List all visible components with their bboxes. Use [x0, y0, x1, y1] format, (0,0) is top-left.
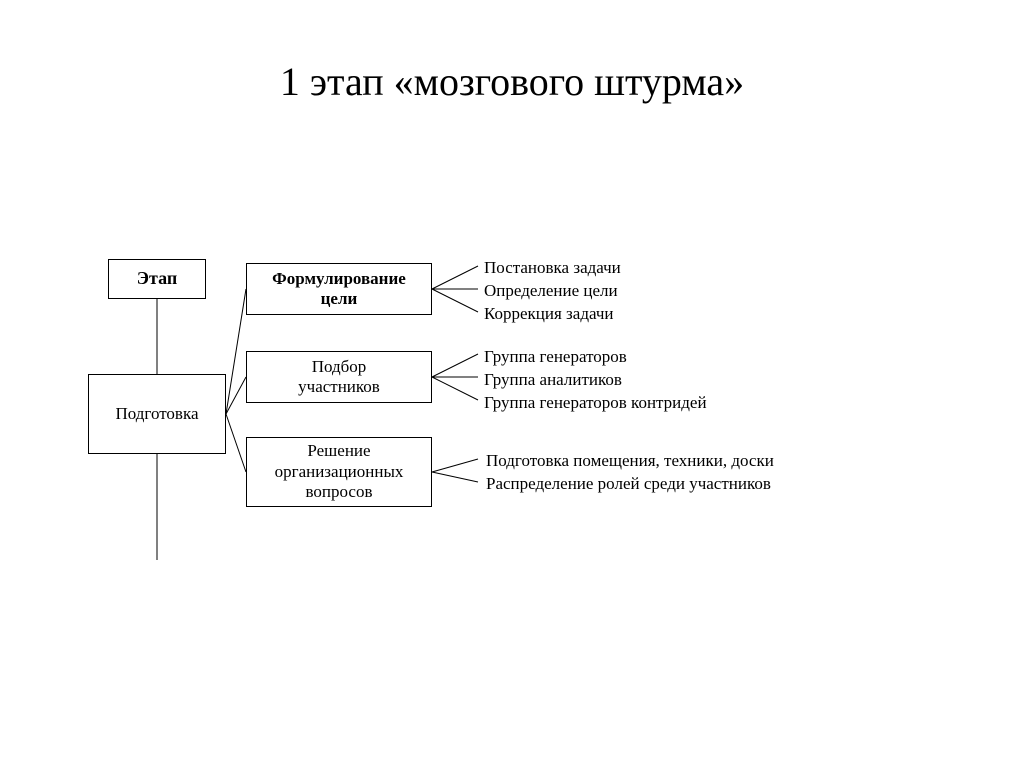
node-prep: Подготовка — [88, 374, 226, 454]
node-stage-label: Этап — [137, 268, 177, 290]
detail-line: Распределение ролей среди участников — [486, 473, 774, 496]
detail-line: Группа аналитиков — [484, 369, 707, 392]
detail-line: Определение цели — [484, 280, 621, 303]
page-title: 1 этап «мозгового штурма» — [0, 58, 1024, 105]
detail-line: Коррекция задачи — [484, 303, 621, 326]
node-org-label: Решениеорганизационныхвопросов — [275, 441, 404, 502]
details-select: Группа генераторов Группа аналитиков Гру… — [484, 346, 707, 415]
node-goal: Формулированиецели — [246, 263, 432, 315]
detail-line: Подготовка помещения, техники, доски — [486, 450, 774, 473]
details-goal: Постановка задачи Определение цели Корре… — [484, 257, 621, 326]
detail-line: Группа генераторов — [484, 346, 707, 369]
detail-line: Постановка задачи — [484, 257, 621, 280]
details-org: Подготовка помещения, техники, доски Рас… — [486, 450, 774, 496]
node-org: Решениеорганизационныхвопросов — [246, 437, 432, 507]
node-select: Подборучастников — [246, 351, 432, 403]
detail-line: Группа генераторов контридей — [484, 392, 707, 415]
node-goal-label: Формулированиецели — [272, 269, 406, 310]
node-stage: Этап — [108, 259, 206, 299]
node-prep-label: Подготовка — [115, 404, 198, 424]
node-select-label: Подборучастников — [298, 357, 380, 398]
